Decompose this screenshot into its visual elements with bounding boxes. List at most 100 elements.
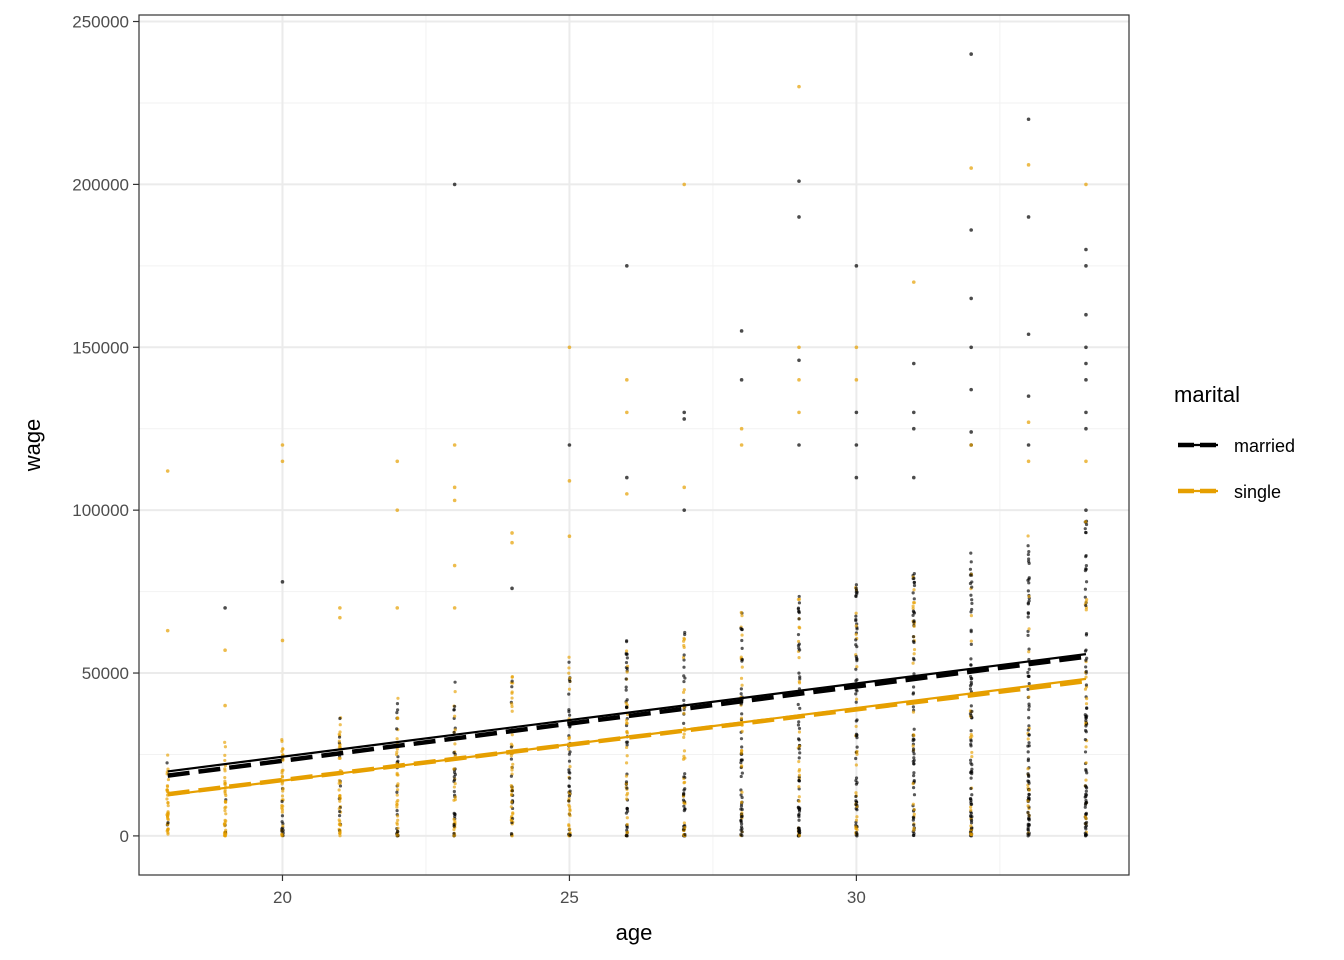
married-point: [1084, 789, 1088, 793]
married-point: [396, 830, 400, 834]
single-point: [510, 531, 514, 535]
married-point: [1026, 824, 1030, 828]
married-point: [796, 723, 801, 727]
married-point: [624, 685, 628, 689]
married-point: [567, 660, 571, 664]
married-point: [568, 713, 572, 717]
married-point: [797, 179, 801, 183]
married-point: [510, 685, 514, 689]
married-point: [452, 182, 457, 187]
married-solid-fit-line: [167, 653, 1087, 773]
single-point: [166, 753, 170, 757]
single-point: [396, 773, 400, 777]
single-point: [280, 810, 284, 814]
married-point: [625, 666, 629, 671]
married-point: [912, 576, 916, 581]
married-point: [624, 677, 628, 681]
married-point: [968, 573, 973, 577]
married-point: [854, 638, 858, 642]
married-point: [1026, 552, 1030, 557]
married-point: [453, 814, 457, 818]
single-point: [511, 762, 515, 766]
single-point: [281, 789, 285, 793]
married-point: [683, 832, 687, 837]
married-point: [969, 593, 973, 597]
married-point: [1026, 611, 1030, 615]
married-point: [1027, 733, 1031, 737]
x-axis: 20 25 30: [273, 875, 866, 907]
married-point: [1084, 567, 1088, 571]
married-point: [280, 820, 284, 824]
married-point: [625, 807, 629, 811]
single-point: [510, 540, 514, 545]
single-point: [567, 747, 571, 751]
married-point: [682, 665, 686, 669]
married-point: [453, 680, 457, 684]
single-point: [452, 563, 457, 568]
single-point: [337, 756, 341, 760]
married-point: [969, 228, 973, 232]
married-point: [337, 814, 342, 818]
married-point: [912, 762, 916, 766]
single-point: [396, 696, 400, 700]
single-point: [280, 774, 284, 778]
single-point: [1084, 702, 1089, 706]
married-point: [912, 758, 916, 762]
married-point: [969, 704, 973, 708]
married-point: [854, 782, 859, 786]
single-point: [1084, 459, 1088, 464]
married-point: [1083, 737, 1087, 742]
single-point: [395, 737, 399, 741]
major-gridlines: [139, 15, 1129, 875]
married-point: [970, 580, 974, 584]
single-point: [223, 775, 227, 780]
single-point: [624, 718, 629, 722]
married-point: [1084, 665, 1088, 669]
single-point: [1083, 520, 1088, 524]
married-point: [1026, 757, 1031, 761]
single-point: [625, 721, 629, 726]
single-point: [224, 812, 228, 816]
married-point: [854, 776, 859, 780]
married-point: [1083, 595, 1087, 599]
single-point: [165, 784, 170, 789]
single-point: [338, 819, 342, 824]
married-point: [682, 721, 686, 725]
single-point: [396, 798, 400, 803]
single-point: [568, 805, 572, 809]
single-point: [912, 652, 916, 656]
single-point: [911, 606, 915, 610]
single-point: [453, 819, 457, 823]
single-point: [625, 754, 629, 758]
married-point: [911, 691, 916, 695]
single-point: [280, 808, 285, 812]
single-point: [739, 716, 744, 720]
married-point: [1084, 658, 1088, 662]
married-point: [740, 745, 744, 749]
single-point: [396, 818, 400, 822]
married-point: [739, 758, 743, 762]
single-point: [969, 639, 973, 643]
single-point: [854, 791, 858, 795]
single-point: [854, 818, 859, 822]
single-point: [395, 822, 399, 826]
married-point: [970, 767, 974, 771]
single-point: [797, 744, 802, 748]
single-point: [912, 624, 916, 628]
single-point: [166, 811, 170, 815]
single-point: [739, 676, 744, 680]
single-point: [912, 807, 916, 812]
married-point: [1084, 508, 1088, 512]
single-point: [854, 825, 858, 829]
single-point: [166, 828, 170, 832]
single-point: [337, 788, 341, 792]
single-point: [338, 615, 342, 620]
married-point: [567, 443, 572, 447]
single-point: [453, 728, 457, 732]
single-point: [797, 730, 802, 734]
single-point: [969, 614, 973, 618]
single-point: [625, 791, 630, 795]
married-point: [854, 264, 859, 268]
married-point: [968, 674, 973, 679]
married-point: [739, 329, 744, 333]
